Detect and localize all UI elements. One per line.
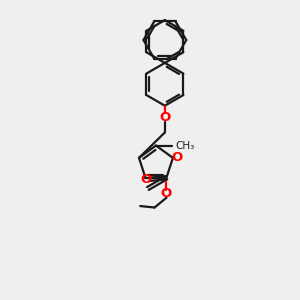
Text: O: O xyxy=(159,110,170,124)
Text: O: O xyxy=(161,187,172,200)
Text: O: O xyxy=(140,173,151,186)
Text: CH₃: CH₃ xyxy=(175,140,194,151)
Text: O: O xyxy=(171,152,182,164)
